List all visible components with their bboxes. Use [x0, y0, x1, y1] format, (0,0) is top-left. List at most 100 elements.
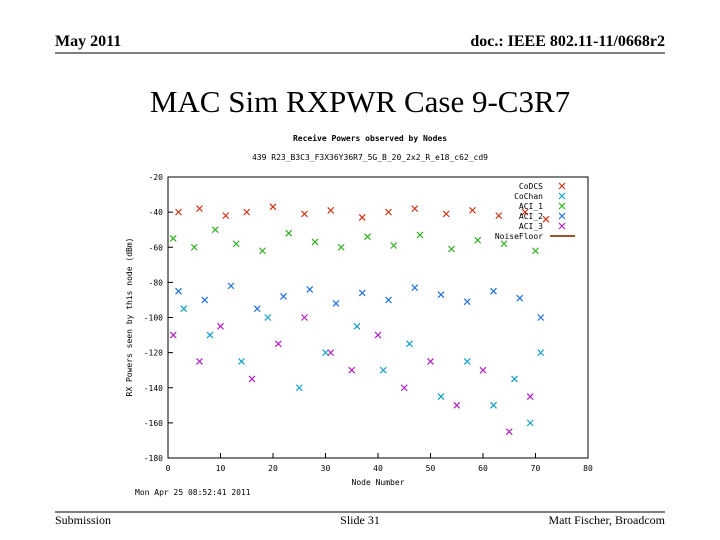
point [437, 291, 445, 299]
point [416, 231, 424, 239]
footer-left: Submission [55, 513, 111, 527]
point [232, 240, 240, 248]
point [490, 401, 497, 409]
point [306, 285, 314, 293]
y-axis-label: RX Powers seen by this node (dBm) [125, 238, 134, 397]
point [542, 215, 550, 223]
legend-label: NoiseFloor [495, 232, 543, 241]
point [295, 384, 303, 392]
point [400, 384, 408, 392]
chart-subtitle: 439 R23_B3C3_F3X36Y36R7_5G_B_20_2x2_R_e1… [252, 153, 488, 162]
header-doc: doc.: IEEE 802.11-11/0668r2 [470, 33, 665, 50]
point [196, 357, 203, 365]
legend-label: ACI_3 [519, 222, 543, 231]
x-tick-label: 0 [166, 464, 171, 473]
y-tick-label: -20 [149, 173, 164, 182]
point [206, 331, 214, 339]
point [175, 208, 182, 216]
point [427, 357, 434, 365]
point [463, 298, 471, 306]
legend-label: CoChan [514, 192, 543, 201]
x-tick-label: 70 [531, 464, 541, 473]
point [322, 349, 329, 357]
legend-label: ACI_2 [519, 212, 543, 221]
point [311, 238, 319, 246]
point [332, 300, 340, 307]
y-tick-label: -80 [149, 278, 164, 287]
point [379, 366, 387, 374]
point [175, 287, 182, 295]
point [437, 393, 445, 400]
timestamp: Mon Apr 25 08:52:41 2011 [135, 488, 251, 497]
legend-label: CoDCS [519, 182, 543, 191]
point [537, 314, 545, 321]
point [348, 366, 356, 374]
x-tick-label: 20 [268, 464, 278, 473]
point [327, 349, 335, 357]
point [516, 294, 524, 302]
point [385, 296, 392, 304]
legend-marker [558, 202, 566, 210]
point [385, 208, 392, 216]
slide-title: MAC Sim RXPWR Case 9-C3R7 [150, 84, 570, 119]
point [327, 206, 335, 214]
header-date: May 2011 [55, 33, 121, 50]
point [227, 282, 235, 290]
point [537, 349, 545, 357]
point [169, 331, 177, 339]
point [526, 419, 534, 427]
chart-title: Receive Powers observed by Nodes [293, 133, 447, 143]
point [505, 428, 513, 436]
point [196, 205, 203, 213]
point [301, 210, 308, 218]
point [521, 208, 529, 216]
legend-marker [558, 182, 566, 190]
point [190, 243, 198, 251]
point [406, 340, 413, 348]
point [337, 243, 345, 251]
point [269, 203, 277, 211]
point [358, 289, 366, 297]
point [495, 212, 503, 220]
legend-marker [558, 212, 566, 220]
footer-right: Matt Fischer, Broadcom [549, 513, 666, 527]
y-tick-label: -140 [144, 384, 163, 393]
point [301, 314, 308, 321]
point [238, 357, 245, 365]
point [390, 242, 398, 249]
point [264, 314, 272, 321]
point [479, 366, 487, 374]
point [442, 210, 450, 218]
y-tick-label: -160 [144, 419, 163, 428]
point [500, 240, 508, 248]
point [374, 331, 382, 339]
point [222, 212, 230, 220]
point [511, 375, 518, 383]
point [469, 206, 476, 214]
point [448, 245, 455, 253]
point [526, 393, 534, 400]
x-tick-label: 80 [583, 464, 593, 473]
y-tick-label: -100 [144, 314, 163, 323]
point [474, 236, 482, 244]
point [217, 322, 224, 330]
y-tick-label: -180 [144, 454, 163, 463]
point [274, 340, 282, 348]
point [243, 208, 251, 216]
point [411, 205, 419, 213]
point [280, 293, 287, 300]
x-tick-label: 10 [216, 464, 226, 473]
y-tick-label: -40 [149, 208, 164, 217]
legend-label: ACI_1 [519, 202, 543, 211]
point [285, 229, 293, 237]
footer-center: Slide 31 [340, 513, 380, 527]
point [490, 287, 497, 295]
point [463, 357, 471, 365]
x-tick-label: 60 [478, 464, 488, 473]
point [201, 296, 209, 304]
legend-marker [558, 222, 566, 230]
x-tick-label: 50 [426, 464, 436, 473]
point [532, 247, 539, 255]
legend-marker [558, 192, 566, 200]
